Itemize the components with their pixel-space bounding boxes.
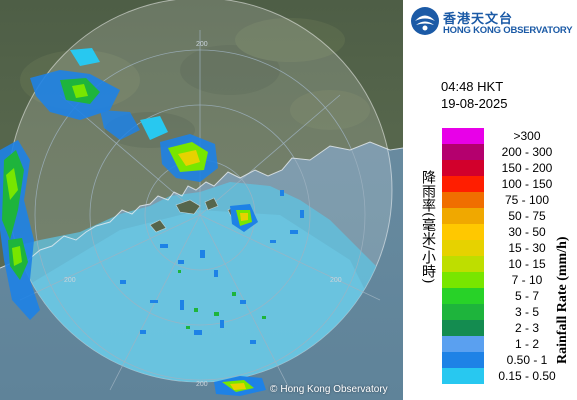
range-ring-labels: 200 200 200 200 [64, 41, 342, 388]
legend-swatch [442, 224, 484, 240]
legend-label: 5 - 7 [514, 289, 539, 303]
legend-label: 10 - 15 [508, 257, 546, 271]
land-area [0, 0, 403, 268]
copyright-icon: © [270, 384, 278, 395]
legend-label: 150 - 200 [501, 161, 553, 175]
legend-swatch [442, 144, 484, 160]
copyright-notice: © Hong Kong Observatory [270, 384, 388, 395]
legend-label: 50 - 75 [508, 209, 546, 223]
legend-swatch [442, 320, 484, 336]
legend-title-english: Rainfall Rate (mm/h) [555, 236, 570, 364]
light-rain-area [8, 182, 392, 382]
hko-logo: 香港天文台 HONG KONG OBSERVATORY [410, 6, 573, 40]
coastline [0, 141, 403, 269]
range-label-north: 200 [196, 41, 208, 48]
legend-swatch [442, 160, 484, 176]
legend-label: 0.50 - 1 [506, 353, 548, 367]
legend-label: 30 - 50 [508, 225, 546, 239]
legend-labels: >300 200 - 300 150 - 200 100 - 150 75 - 100 5… [487, 128, 567, 384]
observation-date: 19-08-2025 [441, 96, 508, 111]
legend-label: 3 - 5 [514, 305, 539, 319]
legend-swatch [442, 176, 484, 192]
legend-label: >300 [513, 129, 541, 143]
legend-swatch [442, 368, 484, 384]
legend-swatch [442, 192, 484, 208]
legend-label: 100 - 150 [501, 177, 553, 191]
legend-swatch [442, 240, 484, 256]
legend-swatch [442, 272, 484, 288]
legend-swatch [442, 208, 484, 224]
logo-english-name: HONG KONG OBSERVATORY [443, 25, 573, 36]
legend-label: 75 - 100 [504, 193, 550, 207]
radar-map-canvas: 200 200 200 200 [0, 0, 403, 400]
legend-swatch [442, 288, 484, 304]
radar-map: 200 200 200 200 [0, 0, 403, 400]
legend-swatch [442, 256, 484, 272]
legend-label: 2 - 3 [514, 321, 539, 335]
legend-label: 1 - 2 [514, 337, 539, 351]
legend-label: 200 - 300 [501, 145, 553, 159]
copyright-text: Hong Kong Observatory [280, 384, 388, 395]
legend-swatch [442, 336, 484, 352]
legend-label: 0.15 - 0.50 [498, 369, 556, 383]
logo-chinese-name: 香港天文台 [443, 12, 514, 27]
legend-label: 15 - 30 [508, 241, 546, 255]
range-label-west: 200 [64, 277, 76, 284]
legend-swatch [442, 128, 484, 144]
hko-emblem-icon [411, 7, 439, 35]
legend-swatch [442, 352, 484, 368]
legend-label: 7 - 10 [511, 273, 543, 287]
rain-echoes [0, 48, 304, 396]
range-label-south: 200 [196, 381, 208, 388]
observation-time: 04:48 HKT [441, 79, 504, 94]
legend-title-chinese: 降雨率(毫米/小時) [420, 170, 436, 284]
range-label-east: 200 [330, 277, 342, 284]
legend-swatch [442, 304, 484, 320]
legend-color-scale [442, 128, 484, 384]
